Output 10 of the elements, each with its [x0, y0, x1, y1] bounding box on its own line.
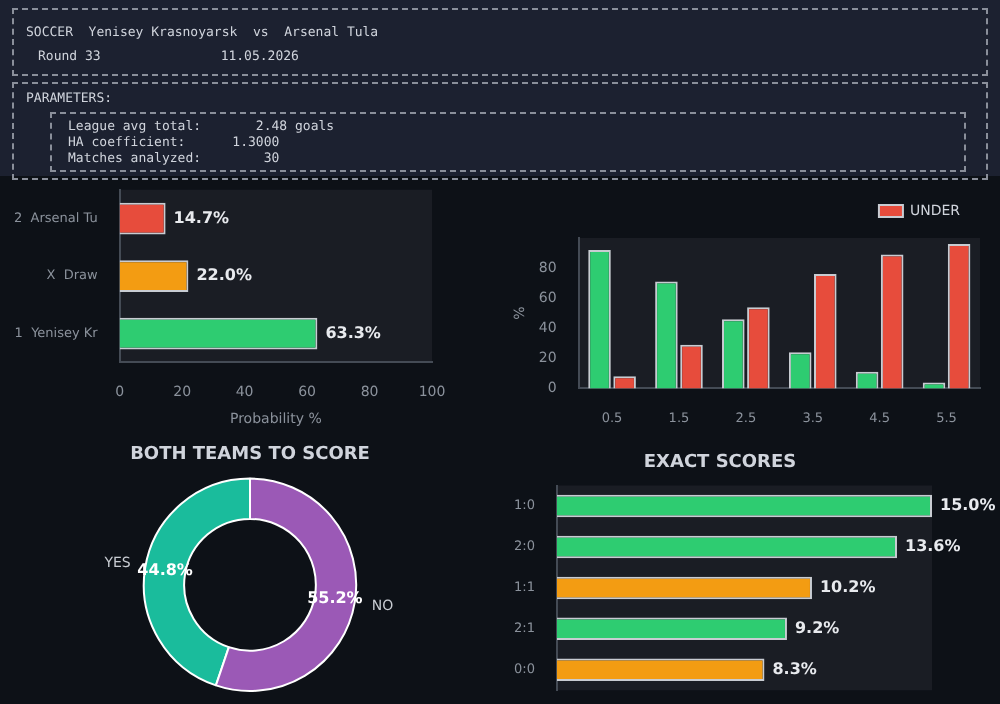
chart-title: BOTH TEAMS TO SCORE: [130, 445, 370, 466]
data-label: 9.2%: [794, 618, 840, 637]
data-label: 13.6%: [904, 537, 961, 556]
data-label: 22.0%: [196, 266, 252, 285]
data-label: 14.7%: [173, 208, 230, 227]
data-label: 15.0%: [940, 496, 996, 515]
data-label: 63.3%: [325, 323, 381, 342]
data-label: 10.2%: [819, 578, 876, 597]
data-label: 8.3%: [772, 659, 817, 678]
chart-title: EXACT SCORES: [643, 453, 797, 474]
